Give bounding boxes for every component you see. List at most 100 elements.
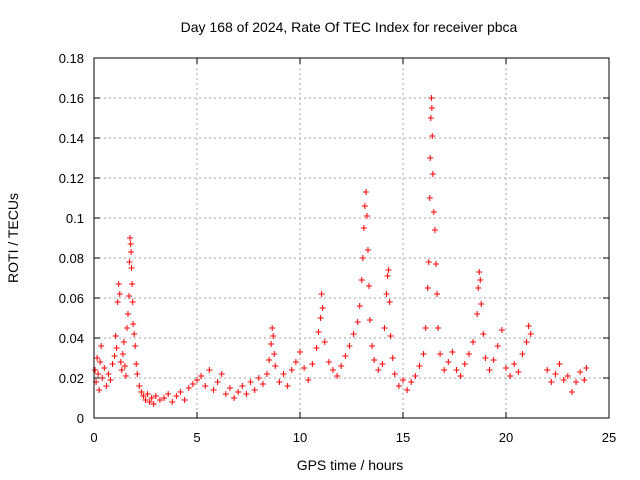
- data-point: [301, 365, 308, 371]
- data-point: [210, 387, 217, 393]
- data-point: [243, 391, 250, 397]
- x-tick-label: 25: [602, 430, 616, 445]
- data-point: [99, 375, 106, 381]
- data-point: [112, 333, 119, 339]
- y-axis-label: ROTI / TECUs: [5, 193, 21, 283]
- data-point: [128, 265, 135, 271]
- data-point: [560, 377, 567, 383]
- y-tick-label: 0.14: [59, 131, 84, 146]
- data-point: [354, 319, 361, 325]
- data-point: [292, 359, 299, 365]
- data-point: [144, 391, 151, 397]
- data-point: [118, 367, 125, 373]
- data-point: [381, 325, 388, 331]
- data-point: [284, 383, 291, 389]
- data-point: [189, 381, 196, 387]
- data-point: [150, 401, 157, 407]
- data-point: [121, 363, 128, 369]
- data-point: [127, 235, 134, 241]
- data-point: [426, 195, 433, 201]
- data-point: [523, 339, 530, 345]
- x-tick-label: 15: [396, 430, 410, 445]
- chart-title: Day 168 of 2024, Rate Of TEC Index for r…: [181, 19, 518, 35]
- data-point: [427, 155, 434, 161]
- data-point: [583, 365, 590, 371]
- data-point: [319, 305, 326, 311]
- data-point: [383, 291, 390, 297]
- data-point: [122, 373, 129, 379]
- data-point: [346, 343, 353, 349]
- data-point: [416, 363, 423, 369]
- data-point: [115, 281, 122, 287]
- data-point: [476, 269, 483, 275]
- data-point: [134, 371, 141, 377]
- data-point: [408, 379, 415, 385]
- data-point: [482, 355, 489, 361]
- data-point: [315, 329, 322, 335]
- data-point: [375, 367, 382, 373]
- data-point: [556, 361, 563, 367]
- data-point: [437, 351, 444, 357]
- x-axis-label: GPS time / hours: [297, 457, 404, 473]
- data-point: [255, 375, 262, 381]
- y-tick-label: 0: [77, 411, 84, 426]
- data-point: [114, 299, 121, 305]
- y-tick-label: 0.1: [66, 211, 84, 226]
- data-point: [503, 365, 509, 371]
- data-point: [127, 241, 134, 247]
- plot-frame: [93, 57, 610, 419]
- data-point: [474, 311, 481, 317]
- data-point: [507, 373, 514, 379]
- data-point: [431, 227, 438, 233]
- data-point: [420, 351, 427, 357]
- data-point: [564, 373, 571, 379]
- data-point: [342, 353, 349, 359]
- data-point: [338, 363, 345, 369]
- data-point: [126, 259, 133, 265]
- data-point: [173, 393, 180, 399]
- data-point: [429, 171, 436, 177]
- data-point: [490, 357, 497, 363]
- data-point: [94, 355, 101, 361]
- data-point: [475, 285, 482, 291]
- data-point: [321, 339, 328, 345]
- data-point: [271, 351, 278, 357]
- data-point: [480, 331, 487, 337]
- data-point: [424, 285, 431, 291]
- y-tick-label: 0.16: [59, 91, 84, 106]
- data-point: [105, 371, 112, 377]
- data-point: [358, 277, 365, 283]
- data-point: [334, 373, 341, 379]
- data-point: [177, 389, 184, 395]
- data-point: [272, 363, 279, 369]
- data-point: [498, 327, 505, 333]
- data-point: [313, 345, 320, 351]
- x-tick-label: 10: [293, 430, 307, 445]
- data-point: [111, 353, 118, 359]
- data-point: [129, 281, 136, 287]
- data-point: [309, 361, 316, 367]
- y-tick-label: 0.18: [59, 51, 84, 66]
- data-point: [573, 379, 580, 385]
- data-point: [251, 387, 258, 393]
- data-point: [519, 351, 526, 357]
- data-point: [305, 377, 312, 383]
- data-point: [214, 379, 221, 385]
- y-tick-label: 0.02: [59, 371, 84, 386]
- data-point: [391, 371, 398, 377]
- data-point: [218, 371, 225, 377]
- data-point: [231, 395, 238, 401]
- data-point: [494, 343, 501, 349]
- data-point: [133, 361, 140, 367]
- data-point: [470, 339, 477, 345]
- data-point: [477, 277, 484, 283]
- data-point: [568, 389, 575, 395]
- y-tick-label: 0.06: [59, 291, 84, 306]
- data-point: [441, 367, 448, 373]
- data-point: [385, 267, 392, 273]
- data-point: [429, 133, 436, 139]
- data-point: [515, 369, 522, 375]
- y-tick-label: 0.12: [59, 171, 84, 186]
- data-point: [128, 249, 135, 255]
- data-point: [235, 389, 242, 395]
